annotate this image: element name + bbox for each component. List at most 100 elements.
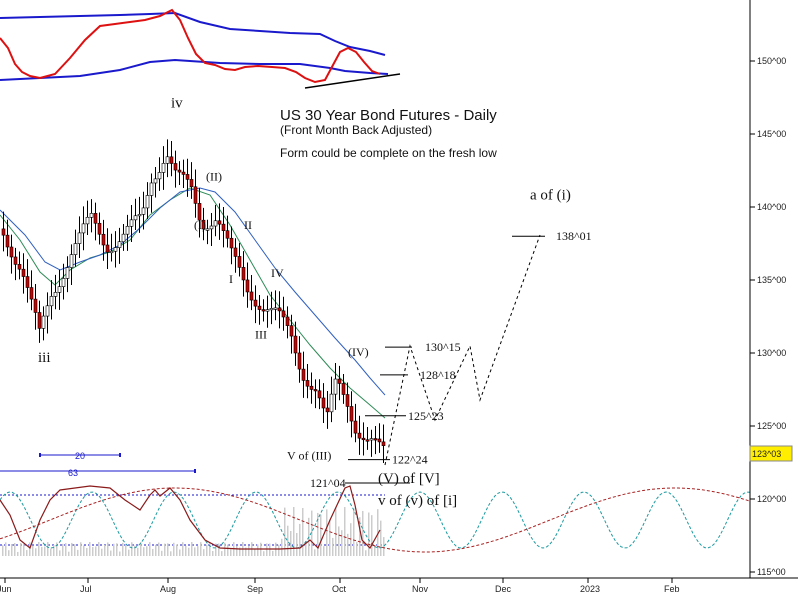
candle-body xyxy=(361,437,366,441)
histogram-bar xyxy=(368,512,370,556)
y-tick-label: 120^00 xyxy=(757,494,786,504)
histogram-bar xyxy=(2,545,4,556)
candle-body xyxy=(89,213,94,218)
histogram-bar xyxy=(326,509,328,556)
histogram-bar xyxy=(140,542,142,556)
histogram-bar xyxy=(128,549,130,556)
candle-body xyxy=(201,219,206,230)
candle-body xyxy=(69,254,74,268)
histogram-bar xyxy=(134,545,136,556)
y-tick-label: 130^00 xyxy=(757,348,786,358)
price-candles xyxy=(1,139,386,463)
candle-body xyxy=(377,438,382,443)
candle-body xyxy=(65,267,70,279)
wave-label: iii xyxy=(38,350,51,366)
y-tick-label: 135^00 xyxy=(757,275,786,285)
candle-body xyxy=(109,250,114,254)
histogram-bar xyxy=(215,543,217,556)
candle-body xyxy=(365,439,370,442)
histogram-bar xyxy=(284,507,286,556)
candle-body xyxy=(33,298,38,313)
cycle-oscillator-line xyxy=(0,485,381,550)
histogram-bar xyxy=(44,546,46,556)
candle-body xyxy=(289,325,294,337)
histogram-bar xyxy=(197,546,199,556)
histogram-bar xyxy=(74,544,76,556)
candle-body xyxy=(381,441,386,446)
candle-body xyxy=(341,383,346,395)
x-tick-label: Jun xyxy=(0,584,12,594)
histogram-bar xyxy=(5,542,7,556)
chart-subtitle: (Front Month Back Adjusted) xyxy=(280,123,432,137)
histogram-bar xyxy=(104,544,106,556)
histogram-bar xyxy=(17,551,19,556)
candle-body xyxy=(21,268,26,277)
histogram-bar xyxy=(101,548,103,556)
candle-body xyxy=(193,186,198,204)
candle-body xyxy=(277,307,282,312)
histogram-bar xyxy=(296,533,298,556)
candle-body xyxy=(189,179,194,188)
wave-label: (I) xyxy=(194,218,206,232)
histogram-bar xyxy=(269,543,271,556)
histogram-bar xyxy=(302,508,304,556)
price-levels: 138^01 130^15 128^18 125^23 122^24 121^04 xyxy=(310,229,592,490)
wave-label: (V) of [V] xyxy=(378,471,440,487)
histogram-bar xyxy=(131,542,133,556)
wave-label: (IV) xyxy=(348,345,369,359)
histogram-bar xyxy=(71,542,73,556)
candle-body xyxy=(85,216,90,225)
histogram-bar xyxy=(155,544,157,556)
candle-body xyxy=(249,291,254,301)
candle-body xyxy=(25,276,30,288)
candle-body xyxy=(309,385,314,390)
x-tick-label: Aug xyxy=(160,584,176,594)
histogram-bar xyxy=(146,546,148,556)
time-axis: Jun Jul Aug Sep Oct Nov Dec 2023 Feb xyxy=(0,577,798,594)
histogram-bar xyxy=(179,549,181,556)
histogram-bar xyxy=(236,545,238,556)
histogram-bar xyxy=(293,507,295,556)
candle-body xyxy=(49,296,54,307)
candle-body xyxy=(141,207,146,215)
candle-body xyxy=(229,237,234,249)
candle-body xyxy=(133,215,138,221)
candle-body xyxy=(345,394,350,407)
candle-body xyxy=(233,247,238,257)
wave-label: iv xyxy=(171,96,183,112)
candle-body xyxy=(161,163,166,173)
candle-body xyxy=(93,213,98,224)
histogram-bar xyxy=(116,543,118,556)
candle-body xyxy=(185,174,190,180)
histogram-bar xyxy=(257,544,259,556)
histogram-bar xyxy=(149,542,151,556)
histogram-bar xyxy=(173,542,175,556)
histogram-bar xyxy=(338,526,340,556)
histogram-bar xyxy=(119,551,121,556)
candle-body xyxy=(253,299,258,307)
histogram-bar xyxy=(113,543,115,556)
chart-note: Form could be complete on the fresh low xyxy=(280,146,497,160)
candle-body xyxy=(281,310,286,318)
x-tick-label: Dec xyxy=(495,584,512,594)
candle-body xyxy=(325,407,330,413)
candle-body xyxy=(1,228,6,236)
histogram-bar xyxy=(38,542,40,556)
histogram-bar xyxy=(41,546,43,556)
candle-body xyxy=(333,378,338,395)
candle-body xyxy=(17,264,22,270)
wave-label: V of (III) xyxy=(287,449,331,463)
wave-label: a of (i) xyxy=(530,188,571,204)
histogram-bar xyxy=(47,542,49,556)
histogram-bar xyxy=(299,523,301,556)
histogram-bar xyxy=(212,551,214,556)
y-tick-label: 145^00 xyxy=(757,129,786,139)
candle-body xyxy=(165,156,170,164)
x-tick-label: 2023 xyxy=(580,584,600,594)
histogram-bar xyxy=(359,517,361,556)
histogram-bar xyxy=(245,547,247,556)
candle-body xyxy=(125,225,130,235)
histogram-bar xyxy=(371,515,373,556)
